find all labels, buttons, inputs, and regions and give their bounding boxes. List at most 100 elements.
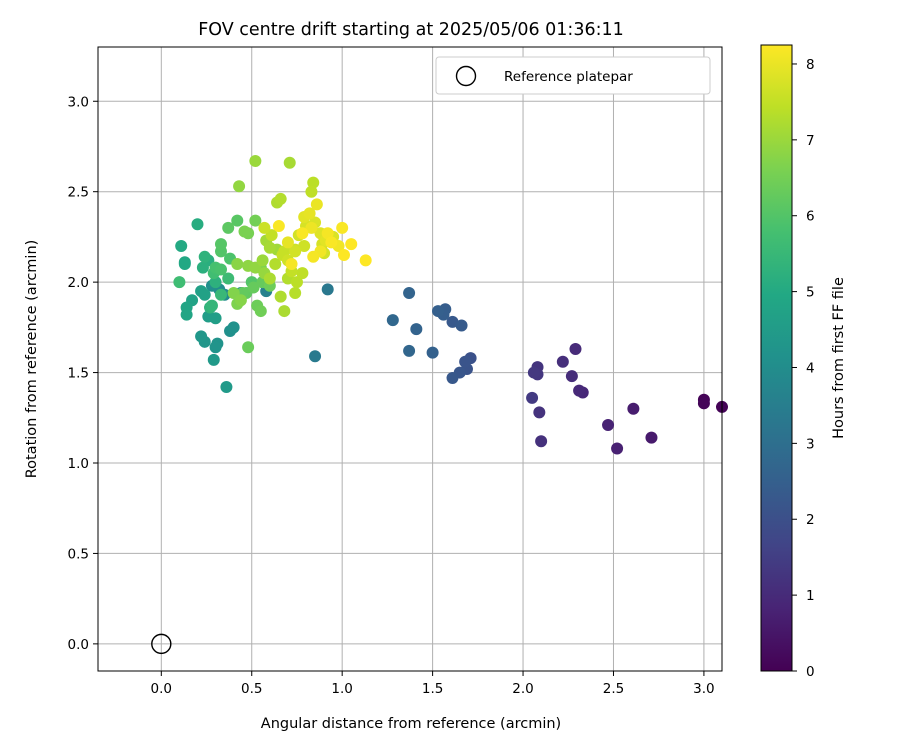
reference-marker-group — [151, 633, 172, 655]
colorbar-tick-label: 8 — [806, 57, 815, 73]
colorbar: 0 1 2 3 4 5 6 7 8 Hours from first FF file — [760, 44, 847, 680]
scatter-point — [222, 221, 235, 234]
scatter-point — [307, 250, 320, 263]
scatter-point — [220, 381, 233, 394]
scatter-point — [432, 305, 445, 318]
scatter-point — [611, 442, 624, 455]
colorbar-tick-label: 5 — [806, 285, 815, 301]
scatter-point — [195, 330, 208, 343]
scatter-point — [296, 227, 309, 240]
legend: Reference platepar — [435, 56, 711, 95]
scatter-point — [231, 214, 244, 227]
x-axis-ticks: 0.0 0.5 1.0 1.5 2.0 2.5 3.0 — [151, 671, 715, 697]
scatter-point — [222, 272, 235, 285]
x-tick-label: 1.0 — [331, 681, 352, 697]
scatter-point — [274, 290, 287, 303]
scatter-point — [256, 254, 269, 267]
scatter-point — [337, 249, 350, 261]
scatter-point — [535, 435, 548, 448]
scatter-point — [296, 267, 309, 280]
scatter-point — [233, 180, 246, 193]
scatter-point — [359, 254, 372, 267]
scatter-point — [209, 341, 222, 354]
scatter-point — [303, 207, 316, 220]
scatter-point — [410, 323, 423, 336]
scatter-point — [321, 283, 334, 296]
colorbar-ticks: 0 1 2 3 4 5 6 7 8 — [792, 57, 815, 680]
y-tick-label: 2.0 — [68, 275, 89, 291]
colorbar-tick-label: 1 — [806, 588, 815, 604]
scatter-point — [173, 276, 186, 289]
scatter-point — [238, 225, 251, 238]
scatter-point — [289, 286, 302, 299]
scatter-point — [569, 343, 582, 356]
scatter-point — [198, 250, 211, 263]
y-tick-label: 2.5 — [68, 185, 89, 201]
scatter-point — [227, 321, 240, 334]
scatter-point — [645, 431, 658, 444]
colorbar-tick-label: 3 — [806, 436, 815, 452]
legend-box — [435, 56, 711, 95]
scatter-point — [278, 305, 291, 318]
scatter-point — [310, 198, 323, 211]
scatter-point — [403, 344, 416, 357]
scatter-point — [305, 185, 318, 198]
scatter-point — [305, 221, 318, 234]
colorbar-label: Hours from first FF file — [831, 277, 847, 439]
y-tick-label: 0.0 — [68, 637, 89, 653]
scatter-point — [627, 402, 640, 415]
colorbar-tick-label: 2 — [806, 512, 815, 528]
scatter-point — [231, 258, 244, 271]
scatter-point — [526, 391, 539, 404]
scatter-point — [196, 261, 209, 274]
y-axis-ticks: 0.0 0.5 1.0 1.5 2.0 2.5 3.0 — [68, 94, 98, 653]
scatter-point — [258, 221, 271, 234]
scatter-point — [205, 299, 218, 312]
reference-platepar-marker — [151, 633, 172, 655]
scatter-point — [527, 366, 540, 379]
scatter-point — [290, 276, 303, 289]
x-tick-label: 0.5 — [241, 681, 262, 697]
scatter-point — [249, 214, 262, 227]
grid — [98, 47, 722, 671]
scatter-point — [263, 241, 276, 254]
scatter-point — [247, 281, 260, 294]
scatter-point — [307, 176, 320, 189]
x-axis-label: Angular distance from reference (arcmin) — [261, 716, 561, 732]
scatter-point — [209, 276, 222, 289]
scatter-point — [298, 239, 311, 252]
plot-area — [97, 46, 728, 672]
scatter-point — [459, 355, 472, 368]
chart-title: FOV centre drift starting at 2025/05/06 … — [198, 20, 624, 40]
scatter-point — [426, 346, 439, 359]
scatter-point — [336, 221, 349, 234]
scatter-point — [198, 288, 211, 301]
scatter-point — [209, 312, 222, 325]
legend-marker-icon — [455, 65, 477, 87]
scatter-point — [556, 355, 569, 368]
plot-background — [98, 47, 722, 671]
scatter-point — [178, 258, 191, 271]
scatter-point — [446, 315, 459, 328]
scatter-point — [207, 353, 220, 366]
y-axis-label: Rotation from reference (arcmin) — [24, 240, 40, 479]
x-tick-label: 1.5 — [422, 681, 443, 697]
scatter-point — [242, 341, 255, 354]
colorbar-tick-label: 0 — [806, 664, 815, 680]
scatter-point — [254, 305, 267, 318]
scatter-point — [269, 258, 282, 271]
scatter-point — [274, 192, 287, 205]
colorbar-tick-label: 6 — [806, 209, 815, 225]
scatter-point — [283, 156, 296, 169]
colorbar-gradient — [760, 44, 793, 672]
scatter-point — [214, 263, 227, 276]
scatter-point — [325, 236, 338, 249]
scatter-point — [289, 245, 302, 258]
y-tick-label: 0.5 — [68, 546, 89, 562]
scatter-point — [263, 272, 276, 285]
scatter-point — [214, 238, 227, 251]
scatter-point — [565, 370, 578, 383]
scatter-point — [386, 314, 399, 327]
legend-entry-reference: Reference platepar — [504, 69, 633, 85]
